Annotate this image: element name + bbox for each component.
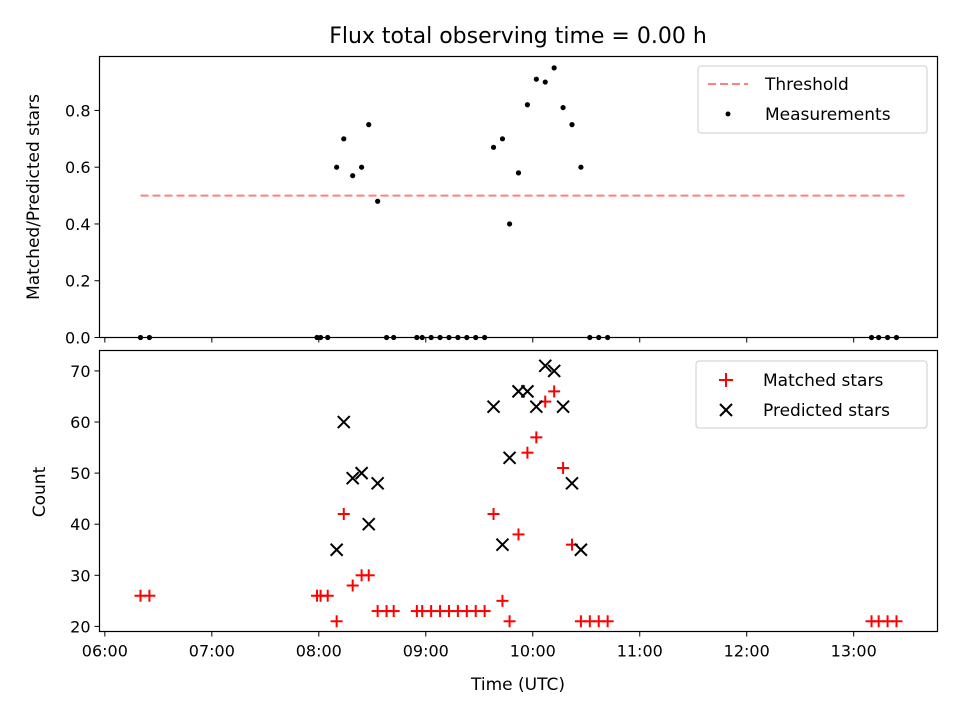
bottom-plot-frame [98,349,939,633]
matched-stars-point [521,446,534,459]
measurement-point [524,102,531,108]
bottom-y-tick-label: 40 [70,515,90,534]
bottom-panel: Count Time (UTC) 20 30 40 50 60 70 06:00 07:00 0… [30,349,939,695]
bottom-y-tick-label: 60 [70,413,90,432]
matched-stars-point [346,579,359,592]
matched-stars-point [487,507,500,520]
measurement-point [375,198,381,204]
top-legend: Threshold Measurements [697,65,928,134]
predicted-stars-point [345,471,360,485]
predicted-stars-point [486,399,501,414]
predicted-stars-point [547,364,561,378]
top-y-tick-label: 0.2 [65,272,90,291]
x-axis-label: Time (UTC) [470,675,565,695]
top-y-tick-label: 0.0 [65,329,90,348]
measurement-point [366,122,372,128]
chart-title: Flux total observing time = 0.00 h [329,24,707,49]
bottom-plot-marks [134,359,903,628]
predicted-stars-point [370,476,385,491]
measurement-point [542,79,548,85]
x-tick-label: 11:00 [617,642,663,661]
top-y-tick-label: 0.6 [65,158,90,177]
bottom-y-tick-label: 70 [70,362,90,381]
matched-stars-point [496,594,509,607]
x-tick-label: 12:00 [724,642,770,661]
predicted-stars-point [337,415,351,429]
predicted-stars-point [354,466,369,480]
predicted-legend-label: Predicted stars [763,401,890,421]
measurement-point [560,104,566,111]
predicted-legend-swatch [719,403,733,417]
bottom-y-tick-label: 30 [70,566,90,585]
matched-stars-point [143,589,156,602]
measurement-point [551,65,557,71]
measurement-point [358,164,365,170]
predicted-stars-point [538,359,552,373]
predicted-stars-point [565,476,579,491]
matched-stars-point [478,605,491,618]
bottom-y-axis-label: Count [30,466,50,517]
predicted-stars-point [362,517,376,531]
measurement-point [515,170,522,176]
predicted-stars-point [329,543,344,557]
measurements-legend-swatch [725,111,731,117]
x-tick-label: 08:00 [296,642,342,661]
top-panel: Flux total observing time = 0.00 h Match… [24,24,939,348]
top-y-axis-label: Matched/Predicted stars [24,94,44,300]
matched-legend-swatch [719,373,733,387]
matched-stars-point [330,615,343,628]
measurement-point [578,164,584,170]
measurement-point [506,221,513,227]
predicted-stars-point [502,451,517,465]
matched-stars-point [557,462,570,475]
matched-stars-point [601,615,614,628]
bottom-y-tick-label: 20 [70,617,90,636]
bottom-tick-layer: 20 30 40 50 60 70 06:00 07:00 08:00 09:00 10:00 11:… [70,362,877,661]
matched-stars-point [890,615,903,628]
top-legend-box [697,65,928,134]
bottom-legend-box [695,360,928,429]
top-y-tick-label: 0.8 [65,101,90,120]
predicted-stars-point [529,399,544,414]
matched-stars-point [503,615,516,628]
x-tick-label: 06:00 [82,642,128,661]
measurement-point [334,164,340,170]
bottom-y-tick-label: 50 [70,464,90,483]
matched-stars-point [530,431,543,444]
measurement-point [499,136,506,142]
threshold-legend-label: Threshold [764,75,849,95]
predicted-stars-point [495,537,510,552]
bottom-legend: Matched stars Predicted stars [695,360,928,429]
matched-stars-point [362,569,375,582]
measurement-point [350,173,356,179]
measurement-point [569,122,575,128]
measurement-point [341,136,347,142]
predicted-stars-point [574,543,588,557]
x-tick-label: 07:00 [189,642,235,661]
top-plot-frame [98,55,939,339]
predicted-stars-point [556,399,570,414]
matched-legend-label: Matched stars [763,371,883,391]
matched-stars-point [337,507,350,520]
measurement-point [490,144,497,150]
x-tick-label: 09:00 [403,642,449,661]
matched-stars-point [321,589,334,602]
predicted-stars-point [520,384,535,399]
top-tick-layer: 0.0 0.2 0.4 0.6 0.8 [65,101,855,348]
matched-stars-point [548,385,561,398]
matched-stars-point [512,528,525,541]
measurements-legend-label: Measurements [765,105,891,125]
top-y-tick-label: 0.4 [65,215,90,234]
x-tick-label: 10:00 [510,642,556,661]
matched-stars-point [387,605,400,618]
x-tick-label: 13:00 [831,642,877,661]
measurement-point [533,76,539,82]
